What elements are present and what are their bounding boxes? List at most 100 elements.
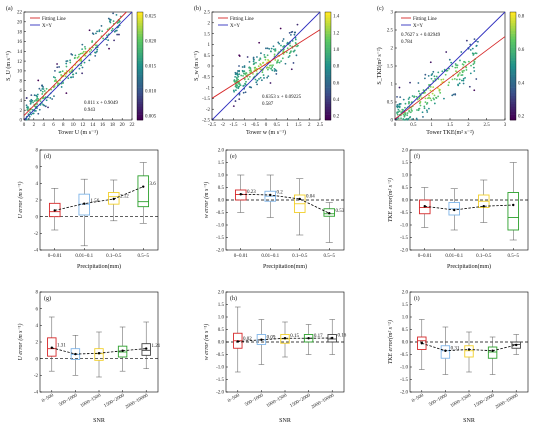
scatter-point	[277, 41, 280, 44]
colorbar-segment	[325, 74, 331, 78]
colorbar-segment	[137, 76, 143, 80]
colorbar-segment	[137, 98, 143, 102]
scatter-point	[411, 109, 413, 112]
colorbar-segment	[510, 30, 516, 34]
colorbar-segment	[510, 117, 516, 121]
scatter-point	[235, 79, 238, 82]
scatter-point	[428, 94, 430, 97]
scatter-point	[409, 116, 412, 118]
y-tick-label: -1.0	[216, 224, 224, 229]
colorbar-segment	[137, 71, 143, 75]
y-tick-label: 6	[20, 89, 23, 94]
colorbar-segment	[325, 111, 331, 115]
colorbar-segment	[325, 82, 331, 86]
colorbar-segment	[137, 101, 143, 105]
scatter-point	[110, 29, 113, 32]
scatter-point	[440, 78, 443, 81]
scatter-point	[56, 63, 58, 65]
colorbar-segment	[510, 55, 516, 59]
scatter-point	[459, 59, 461, 62]
colorbar-segment	[325, 12, 331, 15]
scatter-point	[242, 75, 244, 77]
colorbar-segment	[325, 25, 331, 29]
mean-value-label: 0.02	[243, 337, 252, 342]
x-tick-label: 1000~1500	[80, 393, 103, 409]
x-tick-label: 2000~10000	[311, 393, 336, 410]
panel-label: (h)	[230, 295, 237, 302]
scatter-point	[244, 91, 247, 94]
fitting-line	[23, 11, 127, 116]
scatter-point	[428, 96, 430, 99]
scatter-point	[259, 57, 262, 60]
mean-marker	[328, 212, 331, 215]
x-tick-label: 0~0.01	[234, 254, 248, 259]
box-iqr	[323, 208, 336, 217]
scatter-point	[452, 93, 455, 96]
colorbar-segment	[510, 28, 516, 32]
scatter-point	[289, 44, 292, 47]
y-tick-label: 8	[36, 291, 39, 296]
colorbar-segment	[137, 68, 143, 72]
colorbar-frame	[324, 11, 332, 121]
scatter-point	[473, 70, 476, 72]
scatter-point	[416, 109, 418, 111]
colorbar-segment	[137, 117, 143, 121]
colorbar-segment	[325, 39, 331, 42]
x-tick-label: 1	[430, 123, 433, 128]
scatter-point	[51, 98, 54, 100]
scatter-point	[263, 56, 266, 58]
y-tick-label: 4	[36, 182, 39, 187]
box-4	[141, 321, 151, 369]
colorbar-tick-label: 1.0	[333, 48, 340, 53]
y-tick-label: -1.5	[216, 236, 224, 241]
colorbar-tick-label: 0.6	[518, 48, 525, 53]
scatter-point	[64, 75, 67, 78]
scatter-point	[45, 87, 48, 90]
y-axis-label: U error (m s⁻¹)	[17, 182, 24, 219]
y-tick-label: -0.5	[216, 211, 224, 216]
scatter-point	[115, 13, 118, 16]
colorbar-segment	[137, 12, 143, 15]
scatter-point	[464, 77, 466, 79]
colorbar-segment	[510, 90, 516, 94]
mean-marker	[444, 349, 447, 352]
colorbar-segment	[510, 17, 516, 21]
scatter-point	[433, 94, 436, 97]
legend-label-fit: Fitting Line	[413, 17, 438, 22]
colorbar-segment	[510, 103, 516, 107]
fit-equation: 0.7627 x + 0.02949	[401, 33, 441, 38]
scatter-point	[404, 118, 406, 121]
scatter-point	[38, 108, 41, 111]
scatter-point	[94, 54, 97, 57]
colorbar-segment	[510, 76, 516, 80]
box-2	[107, 179, 120, 222]
mean-marker	[482, 205, 485, 208]
y-tick-label: 2.5	[204, 11, 211, 16]
scatter-point	[36, 95, 39, 98]
mean-trend-line	[54, 186, 144, 211]
scatter-point	[27, 117, 30, 120]
x-tick-label: -2	[221, 123, 226, 128]
box-iqr	[256, 334, 267, 345]
scatter-point	[232, 105, 235, 107]
x-tick-label: 0	[265, 123, 268, 128]
scatter-point	[243, 65, 246, 67]
box-4	[511, 334, 521, 355]
legend-label-identity: X=Y	[230, 24, 240, 29]
scatter-point	[80, 64, 82, 67]
colorbar-tick-label: 0.8	[333, 65, 340, 70]
x-tick-label: 0~0.01	[48, 254, 62, 259]
scatter-point	[429, 89, 432, 92]
box-1	[448, 188, 461, 231]
scatter-point	[418, 97, 421, 100]
y-tick-label: 0.0	[402, 199, 409, 204]
scatter-point	[296, 23, 299, 26]
box-2	[477, 179, 490, 223]
y-tick-label: 2.0	[218, 291, 225, 296]
colorbar-segment	[137, 95, 143, 99]
scatter-point	[431, 92, 434, 95]
colorbar-tick-label: 0.025	[145, 15, 157, 20]
scatter-point	[461, 63, 464, 65]
legend-label-identity: X=Y	[413, 24, 423, 29]
scatter-point	[280, 60, 282, 63]
